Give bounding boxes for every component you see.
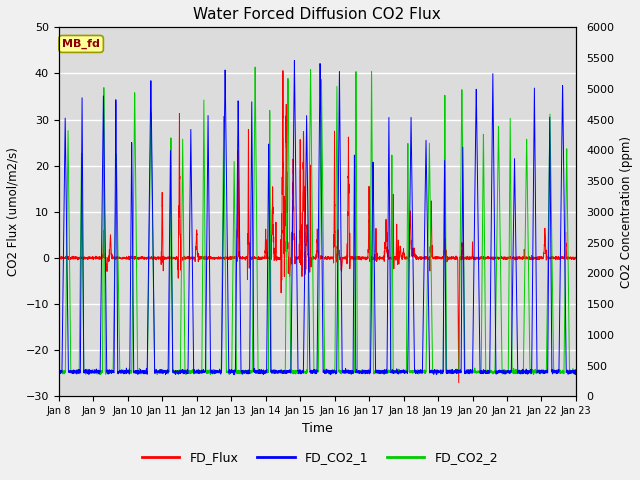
Legend: FD_Flux, FD_CO2_1, FD_CO2_2: FD_Flux, FD_CO2_1, FD_CO2_2: [137, 446, 503, 469]
Y-axis label: CO2 Concentration (ppm): CO2 Concentration (ppm): [620, 136, 633, 288]
Y-axis label: CO2 Flux (umol/m2/s): CO2 Flux (umol/m2/s): [7, 147, 20, 276]
Title: Water Forced Diffusion CO2 Flux: Water Forced Diffusion CO2 Flux: [193, 7, 441, 22]
X-axis label: Time: Time: [302, 421, 333, 435]
Text: MB_fd: MB_fd: [62, 39, 100, 49]
